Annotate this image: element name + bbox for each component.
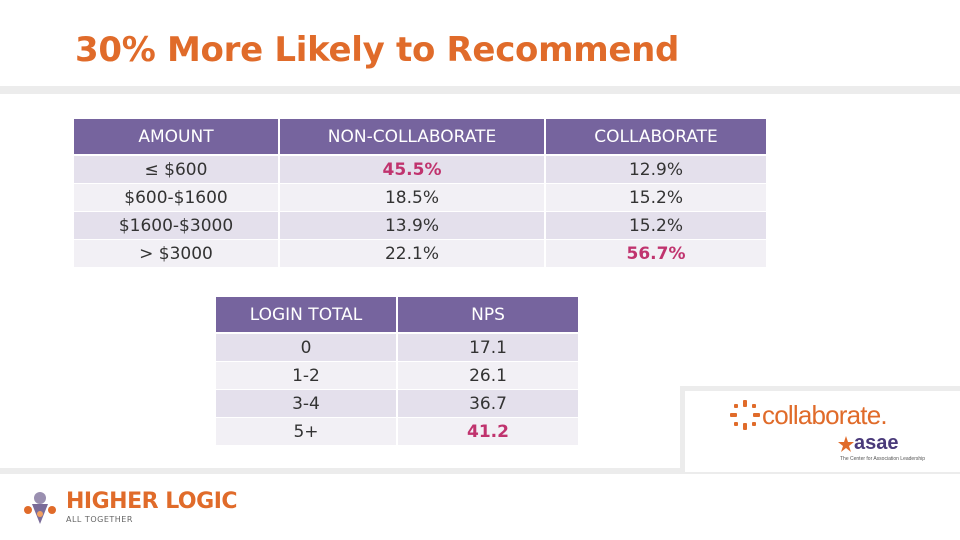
table-row: $600-$1600 18.5% 15.2% bbox=[74, 184, 766, 212]
higher-logic-logo: HIGHER LOGIC ALL TOGETHER bbox=[20, 484, 260, 532]
asae-wordmark: asae bbox=[854, 432, 899, 454]
higher-logic-wordmark: HIGHER LOGIC bbox=[66, 489, 238, 514]
header-amount: AMOUNT bbox=[74, 119, 278, 156]
sunburst-icon bbox=[730, 400, 760, 430]
amount-cell: ≤ $600 bbox=[74, 156, 278, 184]
amount-cell: $1600-$3000 bbox=[74, 212, 278, 240]
amount-cell: $600-$1600 bbox=[74, 184, 278, 212]
header-nps: NPS bbox=[398, 297, 578, 334]
table-row: 0 17.1 bbox=[216, 334, 578, 362]
login-cell: 1-2 bbox=[216, 362, 396, 390]
collaborate-asae-logo: collaborate. asae The Center for Associa… bbox=[728, 398, 928, 468]
higher-logic-mark-icon bbox=[24, 492, 56, 524]
higher-logic-tagline: ALL TOGETHER bbox=[66, 515, 133, 524]
table-row: 5+ 41.2 bbox=[216, 418, 578, 446]
table-row: ≤ $600 45.5% 12.9% bbox=[74, 156, 766, 184]
amount-table: AMOUNT NON-COLLABORATE COLLABORATE ≤ $60… bbox=[72, 119, 768, 268]
collaborate-cell: 56.7% bbox=[546, 240, 766, 268]
nps-cell: 41.2 bbox=[398, 418, 578, 446]
non-collaborate-cell: 22.1% bbox=[280, 240, 544, 268]
collaborate-cell: 12.9% bbox=[546, 156, 766, 184]
asae-tagline: The Center for Association Leadership bbox=[840, 456, 926, 462]
table-row: $1600-$3000 13.9% 15.2% bbox=[74, 212, 766, 240]
login-cell: 0 bbox=[216, 334, 396, 362]
login-cell: 5+ bbox=[216, 418, 396, 446]
table-row: 3-4 36.7 bbox=[216, 390, 578, 418]
table-row: 1-2 26.1 bbox=[216, 362, 578, 390]
table-header-row: LOGIN TOTAL NPS bbox=[216, 297, 578, 334]
header-collaborate: COLLABORATE bbox=[546, 119, 766, 156]
collaborate-wordmark: collaborate. bbox=[762, 400, 888, 430]
login-cell: 3-4 bbox=[216, 390, 396, 418]
non-collaborate-cell: 18.5% bbox=[280, 184, 544, 212]
collaborate-cell: 15.2% bbox=[546, 184, 766, 212]
table-row: > $3000 22.1% 56.7% bbox=[74, 240, 766, 268]
header-non-collaborate: NON-COLLABORATE bbox=[280, 119, 544, 156]
bottom-divider bbox=[0, 468, 960, 474]
non-collaborate-cell: 45.5% bbox=[280, 156, 544, 184]
nps-cell: 36.7 bbox=[398, 390, 578, 418]
login-nps-table: LOGIN TOTAL NPS 0 17.1 1-2 26.1 3-4 36.7… bbox=[214, 297, 580, 446]
nps-cell: 26.1 bbox=[398, 362, 578, 390]
logo-panel bbox=[680, 386, 960, 472]
nps-cell: 17.1 bbox=[398, 334, 578, 362]
header-login-total: LOGIN TOTAL bbox=[216, 297, 396, 334]
asae-star-icon bbox=[838, 436, 854, 452]
table-header-row: AMOUNT NON-COLLABORATE COLLABORATE bbox=[74, 119, 766, 156]
top-divider bbox=[0, 86, 960, 94]
non-collaborate-cell: 13.9% bbox=[280, 212, 544, 240]
amount-cell: > $3000 bbox=[74, 240, 278, 268]
page-title: 30% More Likely to Recommend bbox=[75, 30, 680, 70]
collaborate-cell: 15.2% bbox=[546, 212, 766, 240]
